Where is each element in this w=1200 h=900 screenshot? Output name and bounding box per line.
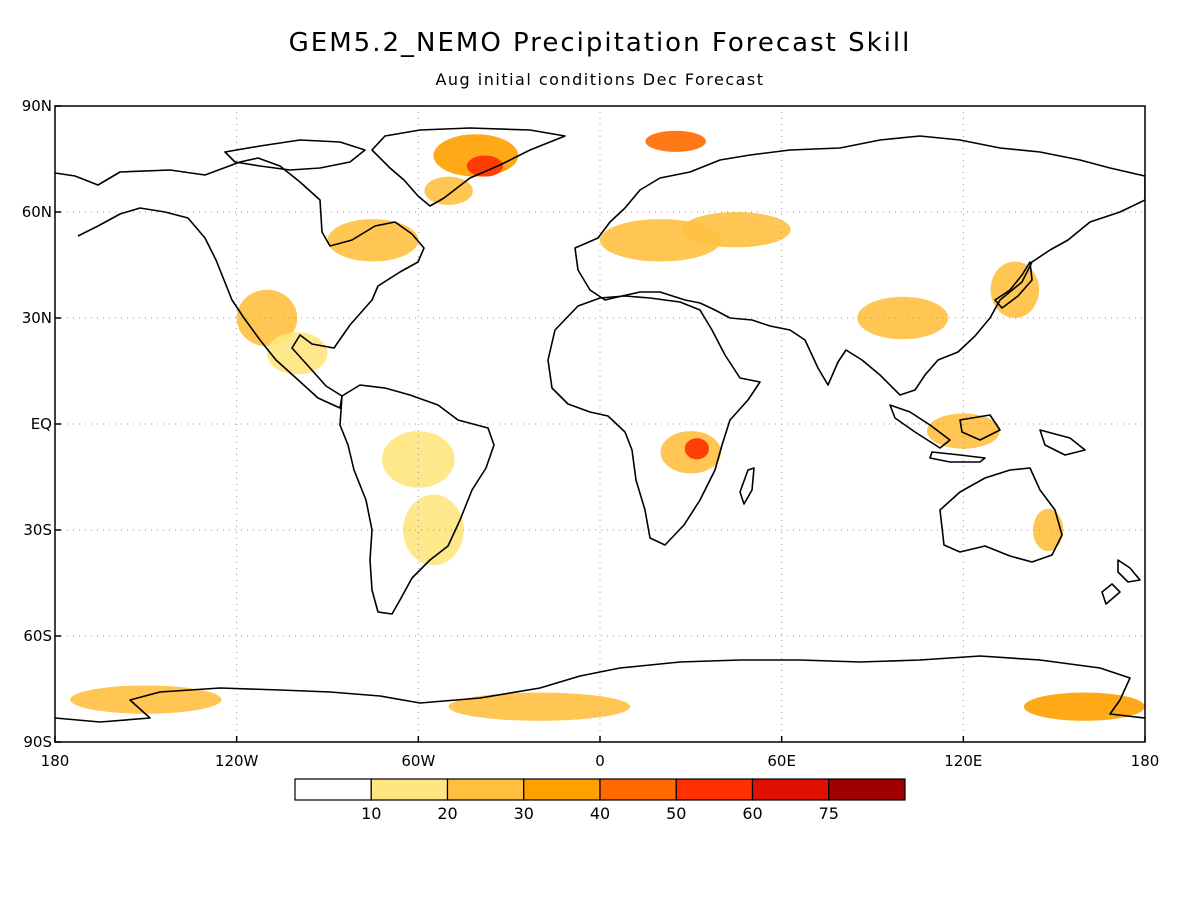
coastline-new-zealand xyxy=(1101,559,1141,605)
skill-region-3 xyxy=(327,219,419,262)
grid-lines xyxy=(55,106,1145,742)
skill-region-2 xyxy=(424,176,473,205)
lat-tick-label: 30N xyxy=(22,309,52,327)
lat-tick-label: 90N xyxy=(22,97,52,115)
lon-tick-label: 60E xyxy=(767,752,796,770)
lon-tick-label: 120E xyxy=(944,752,982,770)
skill-region-9 xyxy=(681,212,791,248)
skill-shading xyxy=(70,130,1145,721)
lat-tick-label: 60S xyxy=(23,627,52,645)
lat-tick-label: 90S xyxy=(23,733,52,751)
coastline-north-america xyxy=(55,157,425,409)
legend-label: 40 xyxy=(590,804,610,823)
legend-label: 20 xyxy=(437,804,457,823)
legend-label: 60 xyxy=(742,804,762,823)
legend-swatch-0 xyxy=(294,778,372,801)
lat-tick-label: 30S xyxy=(23,521,52,539)
skill-region-1 xyxy=(466,155,504,177)
lon-tick-label: 0 xyxy=(595,752,605,770)
chart-title: GEM5.2_NEMO Precipitation Forecast Skill xyxy=(288,28,912,58)
legend-swatch-5 xyxy=(675,778,754,801)
skill-region-10 xyxy=(645,130,706,152)
skill-region-6 xyxy=(382,431,455,488)
skill-region-16 xyxy=(1032,508,1064,552)
coastline-madagascar xyxy=(739,467,755,505)
legend-label: 75 xyxy=(819,804,839,823)
legend-swatch-2 xyxy=(446,778,525,801)
lon-tick-label: 180 xyxy=(1131,752,1160,770)
skill-region-12 xyxy=(684,438,710,460)
legend-swatch-4 xyxy=(599,778,677,801)
legend-swatch-3 xyxy=(523,778,601,801)
legend-label: 50 xyxy=(666,804,686,823)
coastline-japan xyxy=(994,261,1033,309)
coastline-arctic-islands xyxy=(224,139,366,171)
coastline-eurasia xyxy=(574,135,1145,396)
colorbar-legend: 10 20 30 40 50 60 75 xyxy=(294,778,906,823)
skill-region-19 xyxy=(1023,692,1145,721)
lat-tick-label: EQ xyxy=(31,415,52,433)
coastline-australia xyxy=(939,467,1063,563)
coastline-south-america xyxy=(339,384,495,615)
coastline-greenland xyxy=(371,127,566,207)
skill-region-4 xyxy=(236,289,298,347)
skill-region-13 xyxy=(857,296,949,340)
coastline-indonesia xyxy=(889,404,1086,463)
lon-tick-label: 60W xyxy=(401,752,435,770)
coastline-antarctica xyxy=(55,655,1145,723)
lon-tick-label: 120W xyxy=(215,752,259,770)
skill-region-17 xyxy=(70,685,222,714)
skill-region-18 xyxy=(448,692,631,721)
chart-subtitle: Aug initial conditions Dec Forecast xyxy=(435,70,765,89)
legend-swatch-7 xyxy=(828,778,906,801)
legend-label: 10 xyxy=(361,804,381,823)
coastline-africa xyxy=(547,295,761,546)
legend-swatch-6 xyxy=(751,778,830,801)
skill-region-14 xyxy=(990,261,1040,318)
coastlines xyxy=(55,127,1145,723)
legend-swatch-1 xyxy=(370,778,449,801)
lat-tick-label: 60N xyxy=(22,203,52,221)
lon-tick-label: 180 xyxy=(41,752,70,770)
legend-label: 30 xyxy=(514,804,534,823)
